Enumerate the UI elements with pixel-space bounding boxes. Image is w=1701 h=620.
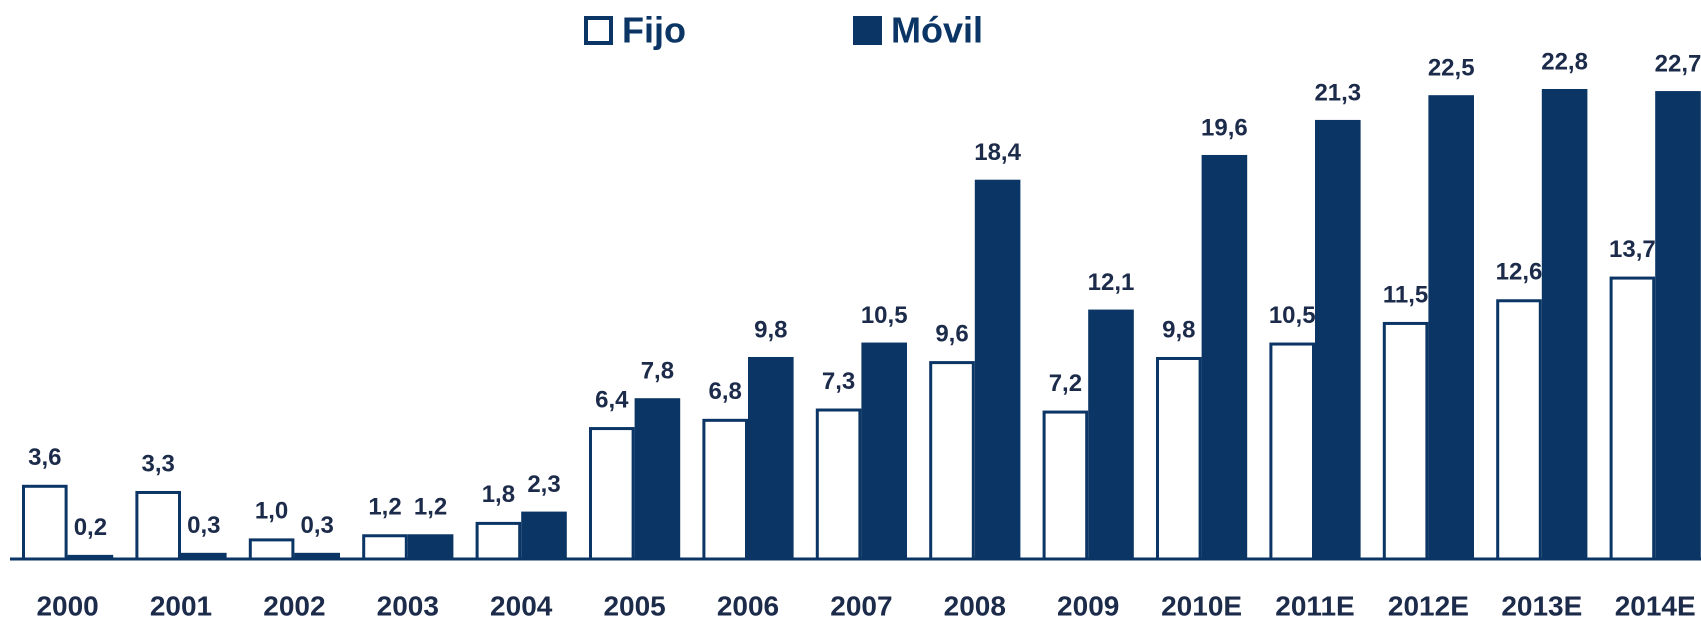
bar bbox=[1609, 276, 1656, 561]
bar bbox=[1541, 89, 1588, 559]
bar bbox=[748, 356, 794, 559]
x-tick-label: 2007 bbox=[830, 590, 892, 620]
legend-swatch bbox=[584, 16, 613, 45]
bar bbox=[1315, 119, 1361, 559]
bar bbox=[1088, 309, 1134, 559]
bar bbox=[1269, 342, 1316, 561]
legend-label: Fijo bbox=[622, 10, 686, 51]
bar bbox=[181, 552, 227, 559]
data-label: 13,7 bbox=[1609, 236, 1656, 263]
bar bbox=[67, 554, 114, 559]
bar bbox=[135, 490, 181, 561]
data-label: 10,5 bbox=[861, 302, 908, 329]
x-tick-label: 2003 bbox=[377, 590, 439, 620]
data-label: 1,0 bbox=[255, 498, 288, 525]
data-label: 3,3 bbox=[142, 450, 175, 477]
bar bbox=[634, 398, 681, 559]
bar bbox=[1382, 321, 1429, 561]
data-label: 12,6 bbox=[1496, 259, 1543, 286]
bar bbox=[248, 538, 295, 561]
legend-swatch bbox=[853, 16, 882, 45]
data-label: 7,8 bbox=[641, 358, 674, 385]
x-tick-label: 2005 bbox=[603, 590, 665, 620]
data-label: 6,4 bbox=[595, 386, 629, 413]
data-label: 12,1 bbox=[1088, 269, 1135, 296]
data-label: 22,8 bbox=[1541, 48, 1588, 75]
bar bbox=[589, 427, 635, 561]
x-tick-label: 2004 bbox=[490, 590, 553, 620]
data-label: 0,3 bbox=[187, 512, 220, 539]
data-label: 0,2 bbox=[74, 514, 107, 541]
data-label: 9,8 bbox=[754, 316, 787, 343]
x-tick-label: 2001 bbox=[150, 590, 212, 620]
x-tick-label: 2013E bbox=[1501, 590, 1582, 620]
legend-label: Móvil bbox=[891, 10, 983, 51]
data-label: 21,3 bbox=[1314, 79, 1361, 106]
bar bbox=[1156, 356, 1202, 561]
bar bbox=[861, 342, 907, 559]
x-tick-label: 2000 bbox=[36, 590, 98, 620]
data-label: 3,6 bbox=[28, 444, 61, 471]
bar bbox=[1042, 410, 1089, 561]
data-label: 9,6 bbox=[935, 320, 968, 347]
data-label: 9,8 bbox=[1162, 316, 1195, 343]
data-label: 11,5 bbox=[1383, 281, 1428, 308]
bar bbox=[294, 552, 340, 559]
bar bbox=[702, 418, 749, 561]
data-label: 7,3 bbox=[822, 368, 855, 395]
data-label: 7,2 bbox=[1049, 370, 1082, 397]
bar bbox=[1428, 95, 1474, 560]
data-label: 22,5 bbox=[1428, 55, 1475, 82]
data-label: 22,7 bbox=[1655, 50, 1701, 77]
data-label: 1,2 bbox=[414, 494, 447, 521]
bar bbox=[22, 484, 68, 561]
bar bbox=[1655, 91, 1701, 559]
data-label: 18,4 bbox=[974, 139, 1021, 166]
x-tick-label: 2012E bbox=[1388, 590, 1469, 620]
x-tick-label: 2009 bbox=[1057, 590, 1119, 620]
data-label: 0,3 bbox=[301, 512, 334, 539]
data-label: 1,8 bbox=[482, 481, 515, 508]
bar bbox=[362, 534, 408, 561]
bar bbox=[1496, 299, 1542, 561]
bar bbox=[974, 179, 1021, 559]
x-tick-label: 2006 bbox=[717, 590, 779, 620]
bar bbox=[407, 534, 454, 559]
data-label: 1,2 bbox=[368, 494, 401, 521]
bar bbox=[1201, 154, 1248, 559]
bar bbox=[521, 511, 567, 559]
data-label: 10,5 bbox=[1269, 302, 1316, 329]
bar bbox=[475, 521, 522, 561]
data-label: 6,8 bbox=[709, 378, 742, 405]
x-tick-label: 2014E bbox=[1615, 590, 1696, 620]
x-tick-label: 2011E bbox=[1275, 590, 1354, 620]
bar bbox=[929, 361, 975, 561]
x-tick-label: 2002 bbox=[263, 590, 325, 620]
data-label: 19,6 bbox=[1201, 114, 1248, 141]
data-label: 2,3 bbox=[527, 471, 560, 498]
bar bbox=[815, 408, 862, 561]
x-tick-label: 2010E bbox=[1161, 590, 1242, 620]
x-tick-label: 2008 bbox=[944, 590, 1006, 620]
